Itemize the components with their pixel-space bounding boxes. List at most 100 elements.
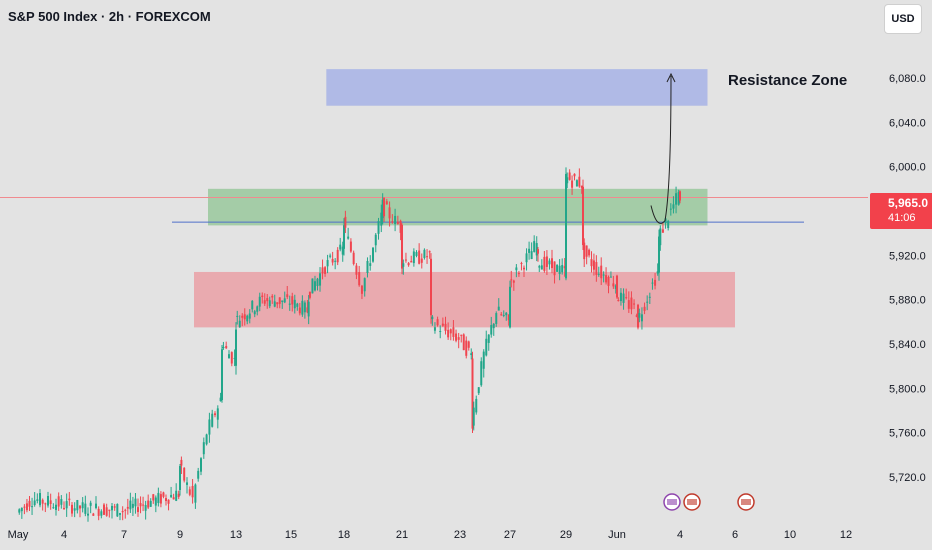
x-tick-label: 7 (121, 529, 127, 541)
x-tick-label: 27 (504, 529, 516, 541)
candle (385, 198, 388, 205)
candle (278, 297, 281, 309)
candle (343, 218, 345, 256)
candle (497, 298, 500, 311)
candle (360, 284, 363, 300)
candle (423, 248, 426, 260)
candle (597, 266, 600, 277)
candle (73, 502, 76, 518)
candle (307, 295, 310, 325)
candle (221, 345, 223, 403)
x-tick-label: 4 (61, 529, 67, 541)
current-price-badge: 5,965.0 41:06 (870, 193, 932, 229)
candle (658, 229, 660, 281)
candle (97, 506, 100, 521)
candle (248, 309, 251, 324)
candle (81, 497, 84, 513)
candle (172, 493, 175, 500)
candle (222, 341, 225, 350)
x-tick-label: 13 (230, 529, 242, 541)
candle (633, 299, 636, 310)
candle (251, 300, 254, 313)
y-tick-label: 5,760.0 (889, 428, 926, 440)
projection-arrowhead (666, 72, 676, 83)
candle (137, 498, 139, 517)
candle (537, 247, 539, 262)
candle (482, 349, 485, 378)
candle (347, 227, 350, 240)
candle (219, 392, 222, 402)
resistance-zone-label: Resistance Zone (728, 72, 847, 89)
candle (510, 270, 513, 288)
candle (319, 267, 322, 292)
candle (619, 288, 622, 306)
candle (475, 395, 478, 415)
candle (477, 386, 480, 396)
candle (431, 315, 434, 326)
candle (129, 492, 132, 513)
candle (426, 249, 429, 264)
y-tick-label: 6,080.0 (889, 73, 926, 85)
candle (331, 251, 334, 266)
x-tick-label: 9 (177, 529, 183, 541)
candle (243, 308, 246, 326)
candle (162, 491, 165, 499)
candle (108, 509, 111, 518)
candle (84, 495, 87, 517)
candle (339, 237, 342, 252)
candle (334, 258, 337, 270)
candle (47, 491, 49, 508)
candle (436, 316, 439, 327)
candle (366, 257, 369, 278)
candle (457, 332, 460, 349)
candle (638, 308, 641, 323)
candle (622, 288, 625, 310)
candle (100, 509, 103, 519)
candle (651, 278, 654, 290)
candle (441, 317, 444, 327)
candle (656, 263, 659, 276)
candle (490, 316, 493, 338)
candle (92, 512, 95, 516)
candle (571, 175, 574, 195)
bar-countdown: 41:06 (888, 212, 916, 224)
candle (349, 238, 352, 253)
candle (372, 247, 374, 263)
candle (530, 242, 533, 260)
candle (208, 412, 211, 443)
candle (558, 259, 561, 281)
candle (462, 333, 465, 351)
candle (430, 253, 432, 324)
x-tick-label: 6 (732, 529, 738, 541)
candle (126, 498, 129, 515)
y-tick-label: 5,880.0 (889, 295, 926, 307)
candle (306, 299, 309, 314)
candle (288, 295, 291, 311)
candle (412, 248, 415, 267)
currency-button[interactable]: USD (884, 4, 922, 34)
candle (543, 250, 546, 273)
candle (614, 284, 617, 294)
candle (134, 492, 137, 514)
current-price-value: 5,965.0 (888, 196, 929, 210)
candle (194, 483, 197, 509)
candle (358, 265, 361, 287)
candle (89, 500, 92, 514)
candle (627, 291, 630, 313)
zone-green (208, 188, 708, 226)
y-tick-label: 5,840.0 (889, 339, 926, 351)
candle (121, 506, 124, 521)
candle (612, 275, 615, 289)
candle (202, 437, 205, 459)
chart-title: S&P 500 Index · 2h · FOREXCOM (8, 9, 211, 24)
candle (609, 271, 612, 278)
candle (616, 274, 618, 299)
candle (268, 296, 271, 309)
candle (394, 208, 397, 232)
candle (216, 405, 219, 429)
candle (410, 255, 413, 263)
candle (124, 508, 127, 519)
candle (590, 251, 593, 273)
